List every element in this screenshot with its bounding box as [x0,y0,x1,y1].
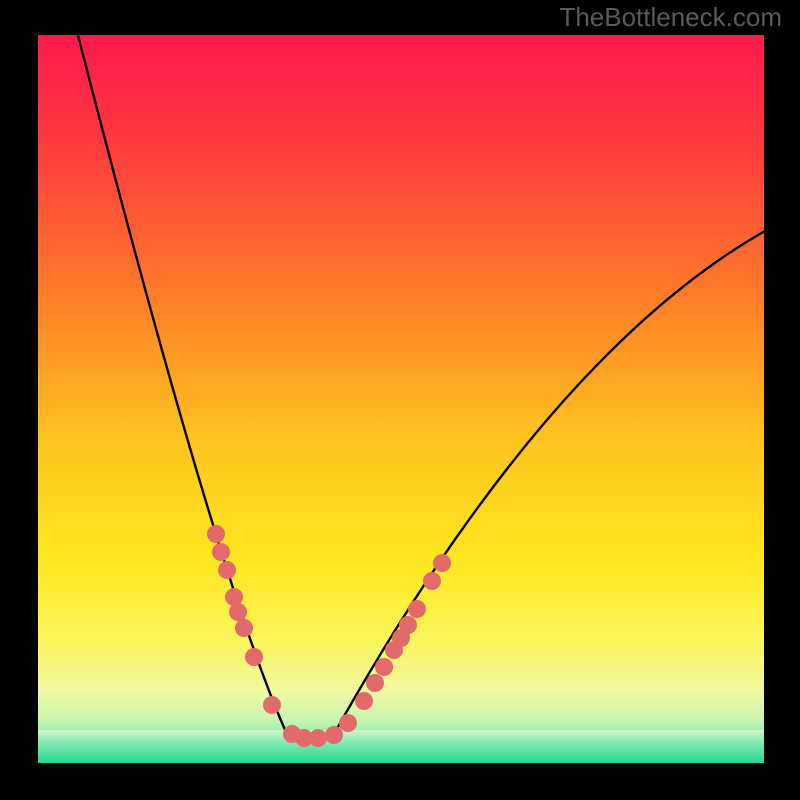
sample-dot [408,600,426,618]
sample-dot [355,692,373,710]
sample-dot [339,714,357,732]
sample-dot [218,561,236,579]
plot-area [38,35,764,763]
sample-dot [433,554,451,572]
watermark-text: TheBottleneck.com [559,2,782,33]
sample-dot [229,603,247,621]
sample-dot [263,696,281,714]
sample-dot [212,543,230,561]
curve-path [78,35,764,738]
sample-dot [399,616,417,634]
sample-dot [245,648,263,666]
sample-dot [366,674,384,692]
sample-dot [207,525,225,543]
